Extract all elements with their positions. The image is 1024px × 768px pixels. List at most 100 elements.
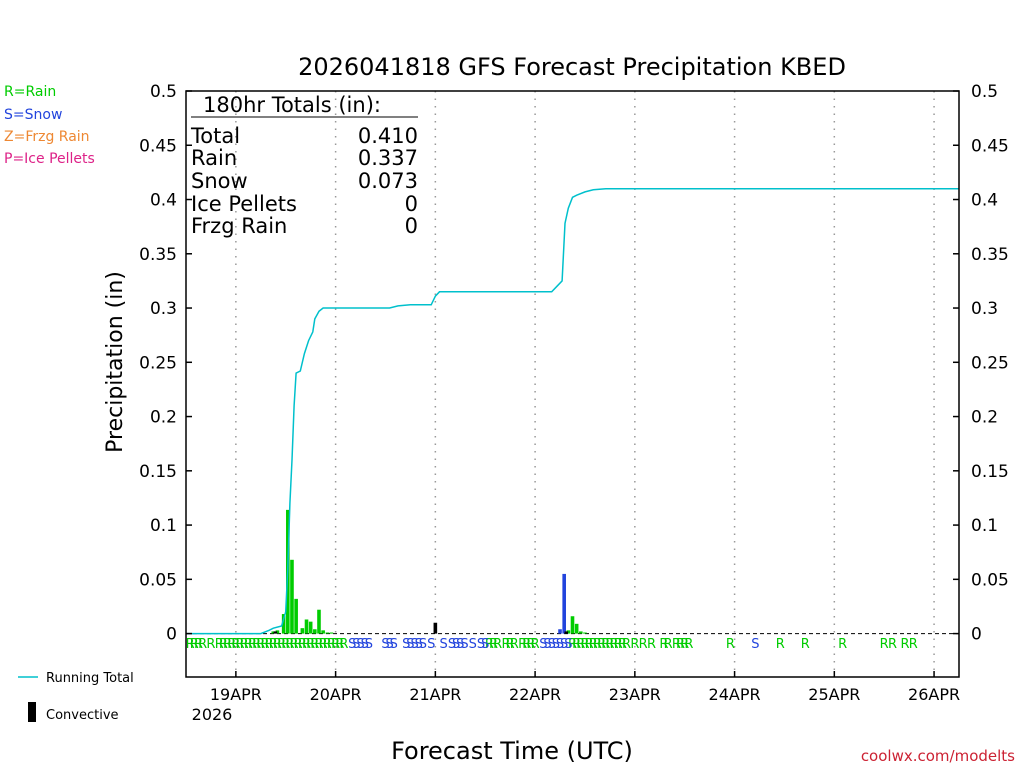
rain-marker: R bbox=[647, 637, 656, 652]
rain-marker: R bbox=[526, 637, 535, 652]
bar-rain bbox=[275, 630, 280, 634]
x-tick-label: 26APR bbox=[908, 685, 960, 704]
bar-rain bbox=[300, 628, 305, 634]
totals-value-rain: 0.337 bbox=[358, 146, 418, 170]
snow-marker: S bbox=[548, 637, 556, 652]
rain-marker: R bbox=[252, 637, 261, 652]
rain-marker: R bbox=[618, 637, 627, 652]
totals-label-snow: Snow bbox=[191, 169, 248, 193]
legend-ice-pellets: P=Ice Pellets bbox=[4, 151, 95, 167]
rain-marker: R bbox=[639, 637, 648, 652]
totals-header: 180hr Totals (in): bbox=[203, 93, 381, 117]
bar-rain bbox=[321, 630, 325, 634]
rain-marker: R bbox=[531, 637, 540, 652]
convective-legend-label: Convective bbox=[46, 708, 119, 723]
rain-marker: R bbox=[298, 637, 307, 652]
y-tick-label-right: 0.15 bbox=[971, 462, 1009, 482]
rain-marker: R bbox=[231, 637, 240, 652]
bar-rain bbox=[574, 623, 579, 634]
rain-marker: R bbox=[506, 637, 515, 652]
snow-marker: S bbox=[386, 637, 394, 652]
rain-marker: R bbox=[726, 637, 735, 652]
rain-marker: R bbox=[186, 637, 195, 652]
rain-marker: R bbox=[493, 637, 502, 652]
credit-text: coolwx.com/modelts bbox=[861, 747, 1015, 765]
snow-marker: S bbox=[751, 637, 759, 652]
snow-marker: S bbox=[539, 637, 547, 652]
snow-marker: S bbox=[564, 637, 572, 652]
rain-marker: R bbox=[335, 637, 344, 652]
x-tick-label: 19APR bbox=[210, 685, 262, 704]
legend-frzg-rain: Z=Frzg Rain bbox=[4, 129, 90, 145]
bar-snow bbox=[562, 573, 566, 634]
rain-marker: R bbox=[215, 637, 224, 652]
totals-label-total: Total bbox=[190, 124, 240, 148]
snow-marker: S bbox=[410, 637, 418, 652]
rain-marker: R bbox=[273, 637, 282, 652]
snow-marker: S bbox=[481, 637, 489, 652]
bar-rain bbox=[308, 621, 313, 634]
snow-marker: S bbox=[352, 637, 360, 652]
rain-marker: R bbox=[323, 637, 332, 652]
rain-marker: R bbox=[240, 637, 249, 652]
snow-marker: S bbox=[469, 637, 477, 652]
snow-marker: S bbox=[356, 637, 364, 652]
rain-marker: R bbox=[294, 637, 303, 652]
rain-marker: R bbox=[522, 637, 531, 652]
rain-marker: R bbox=[281, 637, 290, 652]
bar-rain bbox=[290, 559, 294, 634]
x-tick-label: 24APR bbox=[709, 685, 761, 704]
rain-marker: R bbox=[223, 637, 232, 652]
rain-marker: R bbox=[880, 637, 889, 652]
rain-marker: R bbox=[568, 637, 577, 652]
rain-marker: R bbox=[319, 637, 328, 652]
rain-marker: R bbox=[265, 637, 274, 652]
bar-rain bbox=[304, 619, 309, 634]
running-total-line bbox=[186, 187, 959, 635]
bar-rain bbox=[566, 630, 571, 634]
rain-marker: R bbox=[510, 637, 519, 652]
bar-rain bbox=[579, 631, 583, 634]
snow-marker: S bbox=[556, 637, 564, 652]
snow-marker: S bbox=[448, 637, 456, 652]
rain-marker: R bbox=[327, 637, 336, 652]
rain-marker: R bbox=[277, 637, 286, 652]
rain-marker: R bbox=[593, 637, 602, 652]
y-tick-label-right: 0.1 bbox=[971, 516, 998, 536]
rain-marker: R bbox=[630, 637, 639, 652]
y-axis-right: 0 0.05 0.1 0.15 0.2 0.25 0.3 0.35 0.4 0.45 0.5 bbox=[953, 82, 1009, 645]
bar-rain bbox=[294, 598, 298, 634]
snow-marker: S bbox=[402, 637, 410, 652]
y-tick-label-left: 0 bbox=[166, 625, 177, 645]
bar-rain bbox=[317, 609, 321, 634]
legend-rain: R=Rain bbox=[4, 84, 56, 100]
rain-marker: R bbox=[310, 637, 319, 652]
snow-marker: S bbox=[427, 637, 435, 652]
chart-title: 2026041818 GFS Forecast Precipitation KB… bbox=[298, 53, 846, 81]
rain-marker: R bbox=[664, 637, 673, 652]
snow-marker: S bbox=[460, 637, 468, 652]
y-tick-label-right: 0.25 bbox=[971, 353, 1009, 373]
snow-marker: S bbox=[415, 637, 423, 652]
y-axis-left: 0 0.05 0.1 0.15 0.2 0.25 0.3 0.35 0.4 0.45 0.5 bbox=[139, 82, 192, 645]
rain-marker: R bbox=[206, 637, 215, 652]
bar-rain bbox=[570, 616, 575, 634]
rain-marker: R bbox=[518, 637, 527, 652]
rain-marker: R bbox=[485, 637, 494, 652]
rain-marker: R bbox=[219, 637, 228, 652]
y-tick-label-right: 0.05 bbox=[971, 570, 1009, 590]
bar-rain bbox=[329, 632, 334, 634]
bar-convective bbox=[564, 631, 569, 634]
y-tick-label-left: 0.35 bbox=[139, 245, 177, 265]
rain-marker: R bbox=[597, 637, 606, 652]
bar-convective bbox=[433, 622, 438, 634]
totals-box: 180hr Totals (in): Total 0.410 Rain 0.33… bbox=[190, 93, 418, 238]
rain-marker: R bbox=[900, 637, 909, 652]
rain-marker: R bbox=[585, 637, 594, 652]
vertical-gridlines bbox=[235, 91, 935, 677]
rain-marker: R bbox=[285, 637, 294, 652]
y-tick-label-right: 0 bbox=[971, 625, 982, 645]
snow-marker: S bbox=[552, 637, 560, 652]
y-tick-label-right: 0.4 bbox=[971, 191, 998, 211]
y-tick-label-left: 0.1 bbox=[150, 516, 177, 536]
